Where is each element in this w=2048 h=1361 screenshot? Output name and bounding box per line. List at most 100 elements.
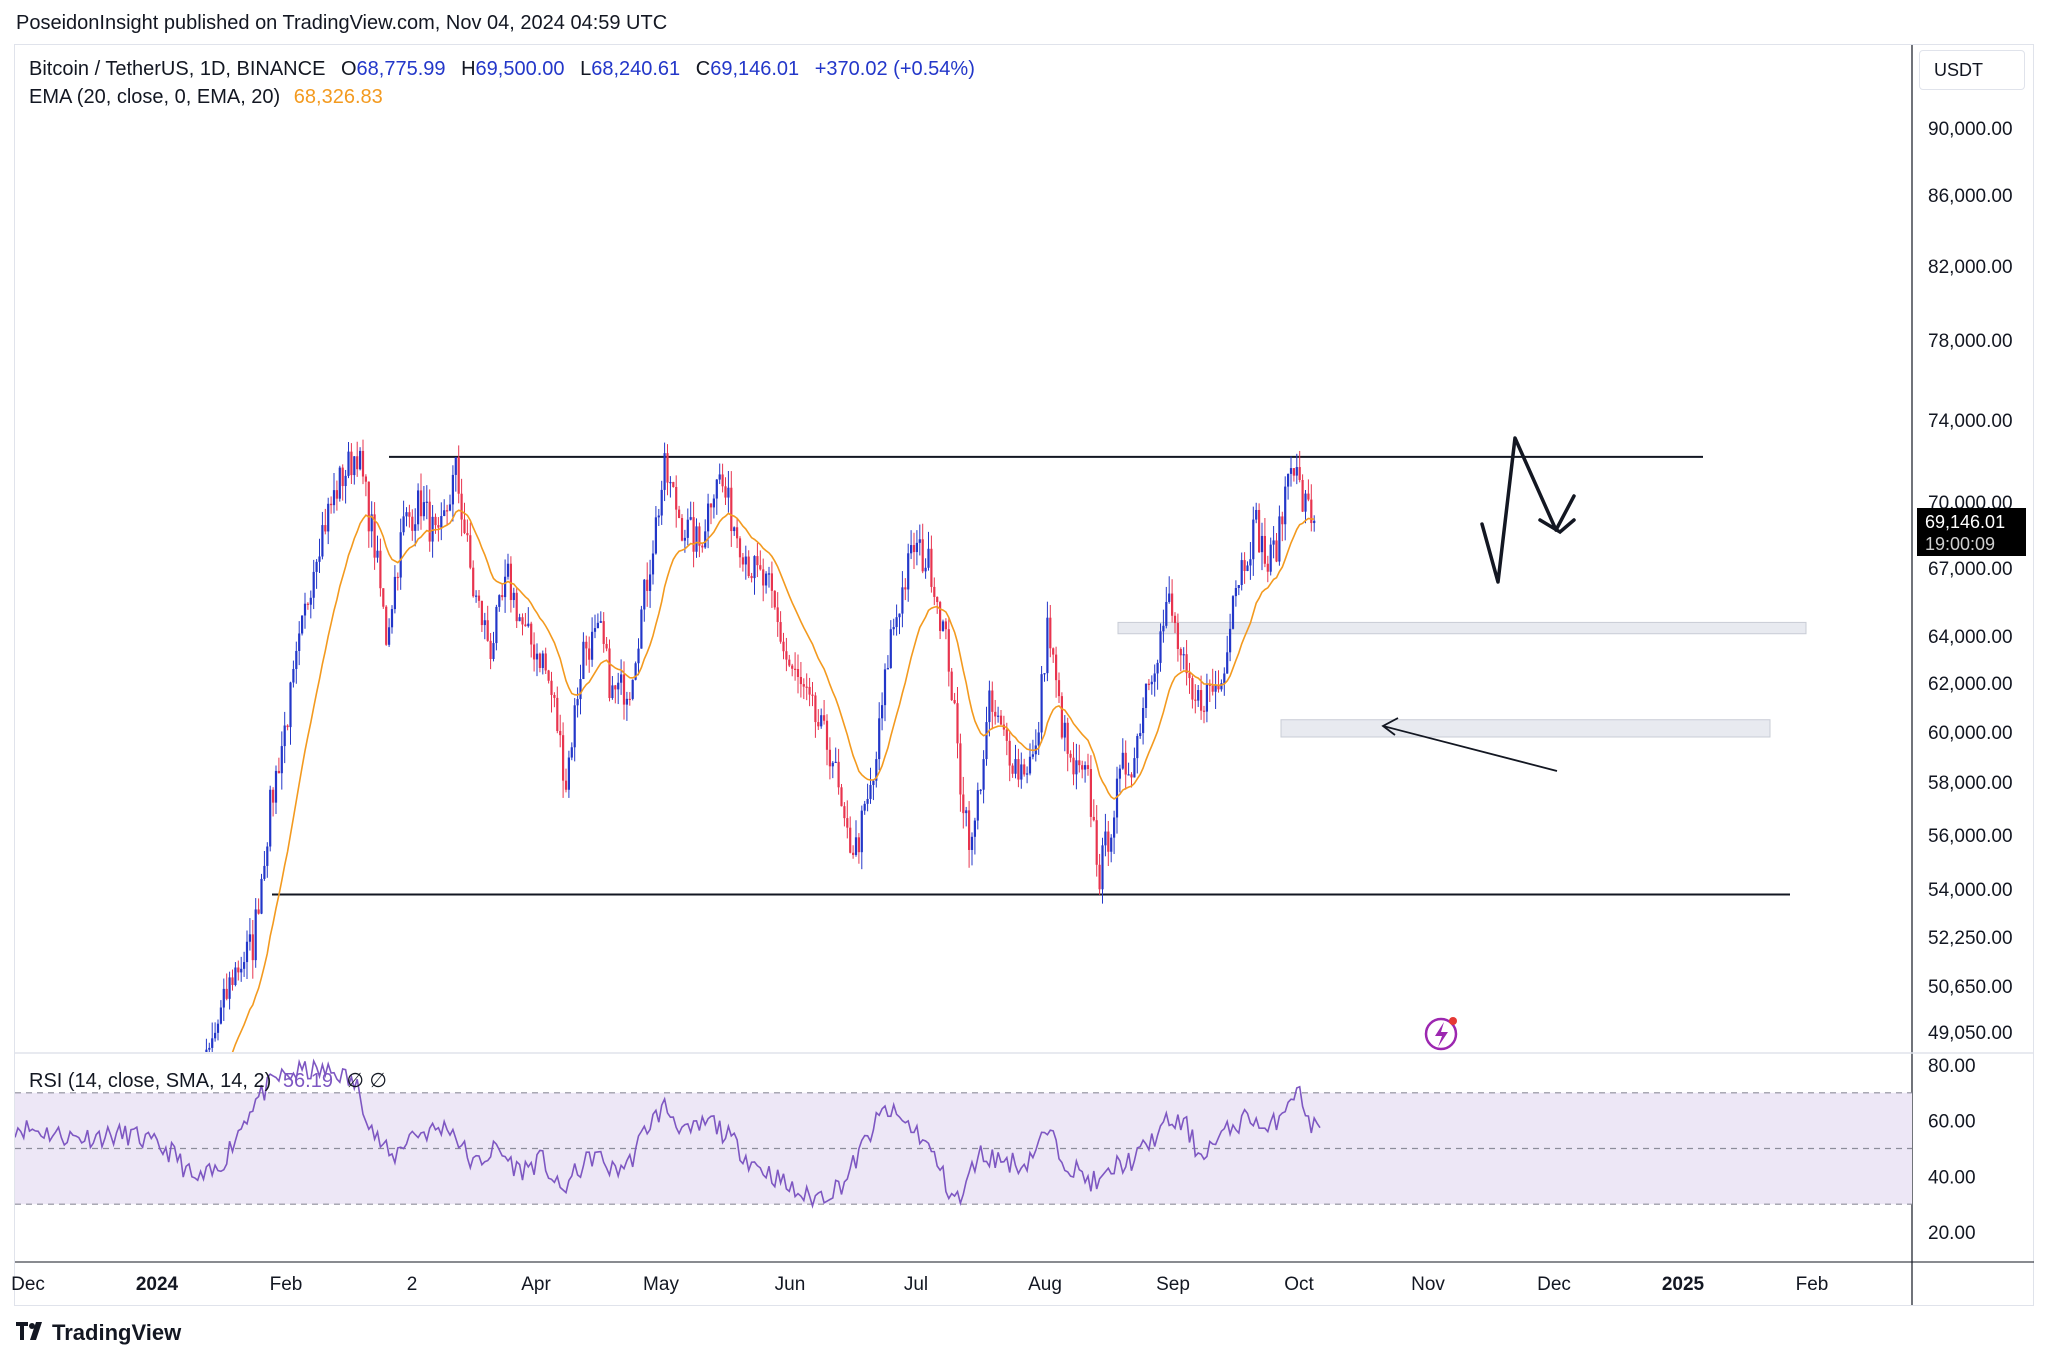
candle-body — [414, 524, 417, 531]
last-price-value: 69,146.01 — [1925, 512, 2006, 532]
lightning-bolt-icon — [1435, 1022, 1448, 1047]
candle-body — [901, 587, 904, 614]
candle-body — [1179, 648, 1182, 656]
candle-body — [956, 703, 959, 744]
time-tick-label: Apr — [521, 1274, 551, 1295]
candle-body — [127, 1206, 129, 1216]
rsi-extra-icons: ∅ ∅ — [346, 1070, 387, 1092]
candle-body — [1275, 540, 1278, 562]
candle-body — [544, 653, 547, 671]
candle-body — [1133, 758, 1136, 778]
candle-body — [759, 565, 762, 570]
close-label: C — [695, 58, 711, 80]
candle-body — [770, 573, 773, 591]
candle-body — [968, 810, 971, 850]
candle-body — [1057, 680, 1061, 697]
candle-body — [17, 1206, 19, 1236]
candle-body — [828, 749, 831, 767]
candle-body — [219, 1007, 222, 1024]
candle-body — [579, 679, 582, 700]
tradingview-mark-icon — [16, 1320, 46, 1346]
candle-body — [620, 674, 623, 683]
candle-body — [248, 934, 251, 942]
candle-body — [843, 806, 846, 819]
candle-body — [211, 1038, 214, 1048]
candle-body — [1255, 509, 1258, 520]
tradingview-logo[interactable]: TradingView — [16, 1320, 181, 1346]
candle-body — [765, 573, 768, 586]
price-tick-label: 54,000.00 — [1928, 880, 2013, 901]
candle-body — [298, 633, 301, 651]
last-price-tag: 69,146.01 19:00:09 — [1917, 508, 2026, 556]
candle-body — [654, 517, 657, 554]
candle-body — [796, 669, 800, 677]
low-label: L — [580, 58, 592, 80]
candle-body — [997, 715, 1000, 717]
candle-body — [567, 757, 570, 790]
candle-body — [1249, 559, 1252, 566]
candle-body — [1185, 654, 1188, 674]
candle-body — [338, 467, 341, 499]
candle-body — [941, 621, 945, 631]
candle-body — [982, 759, 985, 790]
candle-body — [889, 629, 892, 668]
candle-body — [933, 586, 936, 597]
candle-body — [947, 629, 950, 672]
candle-body — [1200, 690, 1203, 711]
candle-body — [994, 711, 997, 717]
candle-body — [640, 609, 643, 649]
zone-pointer-arrow-head — [1381, 717, 1399, 736]
candle-body — [898, 613, 901, 618]
candle-body — [269, 789, 272, 847]
candle-body — [559, 730, 562, 736]
candle-body — [608, 648, 611, 699]
candle-body — [683, 537, 686, 541]
candle-body — [356, 456, 359, 470]
candle-body — [1243, 560, 1246, 571]
candle-body — [312, 571, 315, 598]
candle-body — [1246, 565, 1249, 571]
candle-body — [637, 648, 640, 664]
candle-body — [695, 526, 698, 552]
candle-body — [266, 846, 269, 866]
candle-body — [651, 553, 655, 575]
candle-body — [704, 531, 707, 548]
candle-body — [1287, 473, 1290, 487]
candle-body — [1086, 765, 1090, 770]
candle-body — [1208, 684, 1211, 686]
candle-body — [686, 519, 689, 538]
symbol-legend: Bitcoin / TetherUS, 1D, BINANCE O68,775.… — [29, 58, 975, 81]
candle-body — [144, 1206, 146, 1207]
candle-body — [527, 623, 530, 627]
candle-body — [240, 968, 243, 973]
candle-body — [359, 450, 362, 470]
candle-body — [1046, 617, 1049, 674]
candle-body — [860, 810, 863, 853]
candle-body — [915, 542, 918, 553]
candle-body — [825, 720, 829, 750]
candle-body — [1304, 493, 1307, 512]
candle-body — [350, 451, 353, 476]
candle-body — [483, 620, 486, 626]
price-tick-label: 62,000.00 — [1928, 674, 2013, 695]
candle-body — [657, 515, 660, 518]
candle-body — [985, 722, 988, 760]
candle-body — [849, 827, 852, 853]
candle-body — [799, 676, 802, 685]
currency-button[interactable]: USDT — [1919, 50, 2025, 90]
candle-body — [1066, 722, 1069, 754]
candle-body — [1075, 760, 1078, 775]
candle-body — [501, 595, 504, 598]
candle-body — [283, 725, 286, 747]
time-tick-label: Oct — [1284, 1274, 1314, 1295]
candle-body — [20, 1206, 22, 1224]
candle-body — [498, 595, 501, 607]
candle-body — [596, 622, 599, 629]
candle-body — [904, 587, 907, 590]
price-tick-label: 78,000.00 — [1928, 331, 2013, 352]
candle-body — [26, 1207, 28, 1225]
candle-body — [330, 503, 333, 506]
candle-body — [712, 498, 715, 508]
candle-body — [628, 698, 631, 701]
